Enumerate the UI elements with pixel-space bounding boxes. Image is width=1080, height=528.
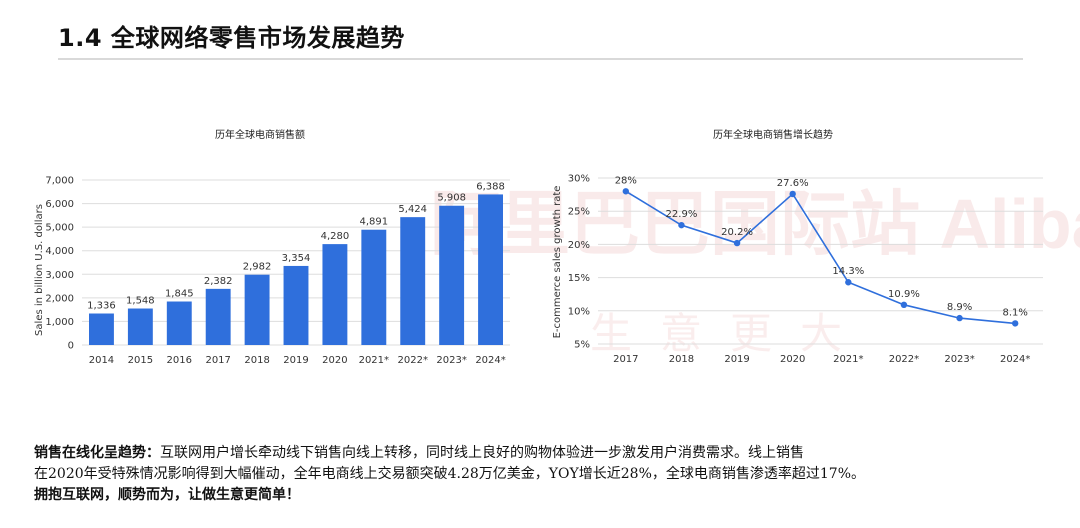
sales-x-tick: 2020 xyxy=(322,355,347,366)
sales-chart-title: 历年全球电商销售额 xyxy=(215,128,305,141)
sales-x-tick: 2021* xyxy=(359,355,389,366)
growth-data-label: 8.9% xyxy=(947,302,972,313)
growth-line-chart: 历年全球电商销售增长趋势 E-commerce sales growth rat… xyxy=(552,128,1043,365)
growth-y-tick: 15% xyxy=(568,273,590,284)
sales-x-tick: 2022* xyxy=(398,355,428,366)
title-divider xyxy=(58,58,1023,60)
growth-data-label: 14.3% xyxy=(832,266,864,277)
growth-y-tick: 10% xyxy=(568,306,590,317)
sales-bar xyxy=(244,274,270,345)
sales-y-axis-label: Sales in billion U.S. dollars xyxy=(34,204,45,336)
growth-x-tick: 2021* xyxy=(833,354,863,365)
growth-data-label: 27.6% xyxy=(777,178,809,189)
sales-y-tick: 4,000 xyxy=(45,246,74,257)
growth-x-tick: 2017 xyxy=(613,354,638,365)
growth-x-tick: 2019 xyxy=(724,354,749,365)
sales-bar xyxy=(205,288,231,345)
growth-y-tick: 20% xyxy=(568,240,590,251)
growth-point xyxy=(622,188,630,195)
sales-data-label: 5,424 xyxy=(398,204,427,215)
sales-y-tick: 7,000 xyxy=(45,176,74,187)
sales-y-tick: 6,000 xyxy=(45,199,74,210)
growth-x-tick: 2020 xyxy=(780,354,805,365)
growth-data-label: 28% xyxy=(615,175,637,186)
growth-x-tick: 2022* xyxy=(889,354,919,365)
growth-x-tick: 2024* xyxy=(1000,354,1030,365)
sales-x-tick: 2015 xyxy=(128,355,153,366)
summary-line-3: 拥抱互联网，顺势而为，让做生意更简单！ xyxy=(34,487,300,503)
summary-line-2: 在2020年受特殊情况影响得到大幅催动，全年电商线上交易额突破4.28万亿美金，… xyxy=(34,466,865,482)
growth-point xyxy=(956,314,963,322)
sales-data-label: 2,382 xyxy=(204,276,233,287)
sales-data-label: 3,354 xyxy=(282,253,311,264)
growth-y-tick: 30% xyxy=(568,174,590,185)
growth-x-tick: 2018 xyxy=(669,354,694,365)
growth-data-label: 10.9% xyxy=(888,289,920,300)
summary-line-1: 销售在线化呈趋势：互联网用户增长牵动线下销售向线上转移，同时线上良好的购物体验进… xyxy=(34,443,1064,464)
sales-data-label: 1,845 xyxy=(165,289,194,300)
sales-data-label: 4,891 xyxy=(359,217,388,228)
sales-bar xyxy=(361,229,387,345)
sales-x-tick: 2023* xyxy=(436,355,466,366)
sales-x-tick: 2017 xyxy=(205,355,230,366)
growth-point xyxy=(733,239,741,247)
sales-bar xyxy=(127,308,153,345)
summary-line-1-text: 互联网用户增长牵动线下销售向线上转移，同时线上良好的购物体验进一步激发用户消费需… xyxy=(160,445,804,461)
growth-y-tick: 25% xyxy=(568,207,590,218)
sales-data-label: 1,336 xyxy=(87,301,116,312)
sales-bar xyxy=(322,244,348,345)
summary-lead: 销售在线化呈趋势： xyxy=(34,445,160,461)
growth-point xyxy=(678,221,685,229)
growth-chart-title: 历年全球电商销售增长趋势 xyxy=(713,128,833,141)
sales-bar xyxy=(283,265,309,345)
sales-x-tick: 2014 xyxy=(89,355,114,366)
sales-bar xyxy=(89,313,114,345)
growth-y-tick: 5% xyxy=(574,340,590,351)
growth-point xyxy=(789,190,796,198)
sales-x-tick: 2018 xyxy=(244,355,269,366)
growth-series-line xyxy=(625,190,1016,325)
growth-data-label: 22.9% xyxy=(666,209,698,220)
sales-data-label: 6,388 xyxy=(476,181,505,192)
growth-y-axis-label: E-commerce sales growth rate xyxy=(552,186,563,339)
sales-x-tick: 2024* xyxy=(475,355,505,366)
growth-point xyxy=(845,279,852,286)
watermark: 阿里巴巴国际站 Alibaba.com xyxy=(430,185,1080,263)
sales-data-label: 2,982 xyxy=(243,262,272,273)
sales-y-tick: 2,000 xyxy=(45,293,74,304)
growth-data-label: 20.2% xyxy=(721,227,753,238)
sales-data-label: 5,908 xyxy=(437,193,466,204)
sales-bar xyxy=(400,217,426,345)
sales-bar xyxy=(439,205,465,345)
sales-data-label: 4,280 xyxy=(321,231,350,242)
sales-y-tick: 5,000 xyxy=(45,223,74,234)
growth-point xyxy=(900,301,908,309)
sales-bar-chart: 历年全球电商销售额 Sales in billion U.S. dollars … xyxy=(34,128,510,366)
growth-point xyxy=(1011,320,1019,327)
sales-bar xyxy=(478,194,503,345)
page-title: 1.4 全球网络零售市场发展趋势 xyxy=(58,24,405,52)
sales-y-tick: 3,000 xyxy=(45,270,74,281)
watermark-slogan: 生意更大 xyxy=(590,309,871,358)
sales-bar xyxy=(166,301,192,345)
sales-y-tick: 1,000 xyxy=(45,317,74,328)
summary-text: 销售在线化呈趋势：互联网用户增长牵动线下销售向线上转移，同时线上良好的购物体验进… xyxy=(34,443,1064,506)
growth-data-label: 8.1% xyxy=(1002,307,1027,318)
sales-x-tick: 2019 xyxy=(283,355,308,366)
growth-x-tick: 2023* xyxy=(944,354,974,365)
sales-data-label: 1,548 xyxy=(126,296,155,307)
sales-x-tick: 2016 xyxy=(167,355,192,366)
sales-y-tick: 0 xyxy=(68,341,74,352)
